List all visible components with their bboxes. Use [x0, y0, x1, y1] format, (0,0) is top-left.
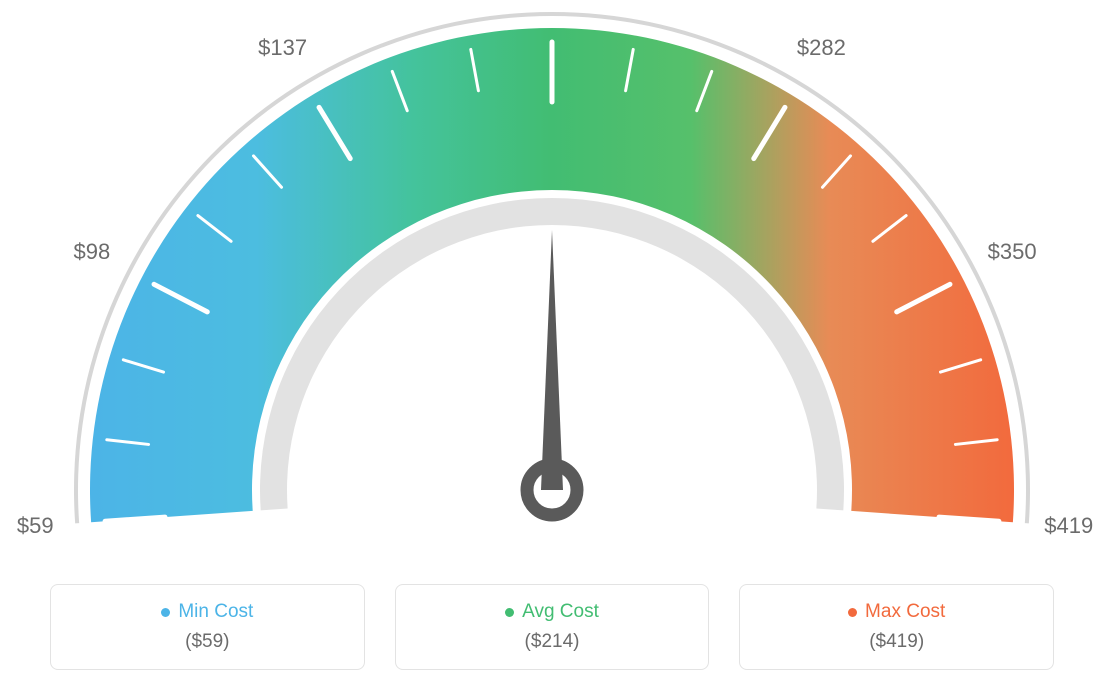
- legend-title-row: Max Cost: [848, 601, 945, 623]
- legend-value-min: ($59): [185, 631, 229, 653]
- gauge-needle: [541, 230, 563, 490]
- legend-dot-max: [848, 608, 857, 617]
- gauge-tick-label: $419: [1044, 513, 1093, 539]
- gauge-area: $59$98$137$214$282$350$419: [0, 0, 1104, 560]
- legend-title-avg: Avg Cost: [522, 601, 599, 623]
- legend-row: Min Cost ($59) Avg Cost ($214) Max Cost …: [50, 584, 1054, 670]
- legend-value-max: ($419): [869, 631, 924, 653]
- legend-title-row: Avg Cost: [505, 601, 599, 623]
- gauge-tick-label: $59: [17, 513, 54, 539]
- gauge-tick-label: $282: [797, 35, 846, 61]
- legend-value-avg: ($214): [525, 631, 580, 653]
- legend-title-row: Min Cost: [161, 601, 253, 623]
- cost-gauge-widget: $59$98$137$214$282$350$419 Min Cost ($59…: [0, 0, 1104, 690]
- legend-dot-avg: [505, 608, 514, 617]
- legend-card-max: Max Cost ($419): [739, 584, 1054, 670]
- gauge-tick-label: $350: [988, 239, 1037, 265]
- gauge-tick-label: $98: [73, 239, 110, 265]
- legend-title-max: Max Cost: [865, 601, 945, 623]
- legend-card-min: Min Cost ($59): [50, 584, 365, 670]
- gauge-tick-label: $137: [258, 35, 307, 61]
- legend-dot-min: [161, 608, 170, 617]
- legend-title-min: Min Cost: [178, 601, 253, 623]
- gauge-svg: [0, 0, 1104, 560]
- legend-card-avg: Avg Cost ($214): [395, 584, 710, 670]
